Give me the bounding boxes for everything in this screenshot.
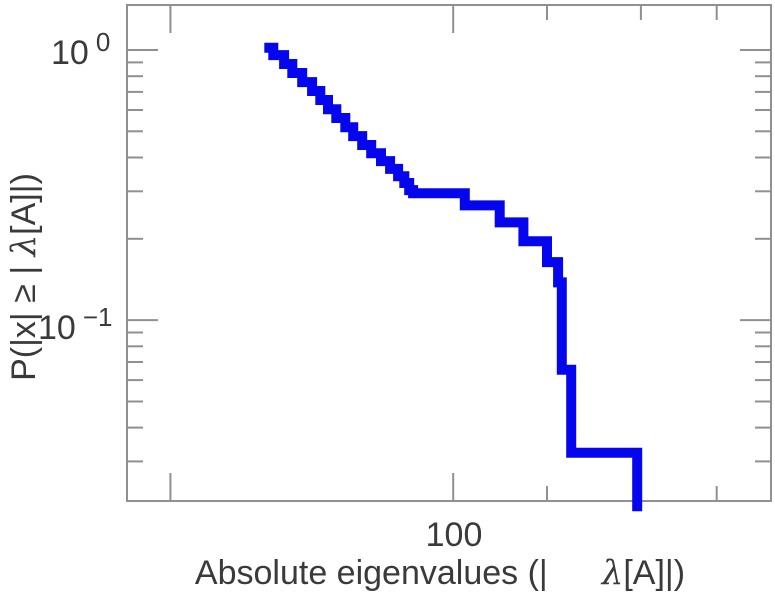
y-axis-title: P(|x| ≥ | λ[A]|): [4, 173, 44, 381]
x-axis-tick-label-100: 100: [425, 516, 483, 554]
x-axis-title-suffix: [A]|): [623, 554, 686, 592]
y-axis-title-text: P(|x| ≥ |: [5, 256, 43, 381]
y-tick-exponent: −1: [82, 302, 113, 332]
x-axis-title-text: Absolute eigenvalues (|: [194, 554, 548, 592]
y-tick-exponent: 0: [95, 27, 111, 57]
y-axis-tick-label-1: 10 0: [51, 29, 110, 72]
x-axis-title: Absolute eigenvalues (| λ [A]|): [105, 556, 775, 590]
lambda-symbol: λ: [4, 234, 44, 257]
y-tick-base: 10: [51, 34, 89, 72]
y-tick-base: 10: [38, 309, 76, 347]
lambda-symbol: λ: [601, 553, 624, 593]
y-axis-tick-label-0-1: 10 −1: [38, 304, 112, 347]
y-axis-title-suffix: [A]|): [5, 173, 43, 235]
